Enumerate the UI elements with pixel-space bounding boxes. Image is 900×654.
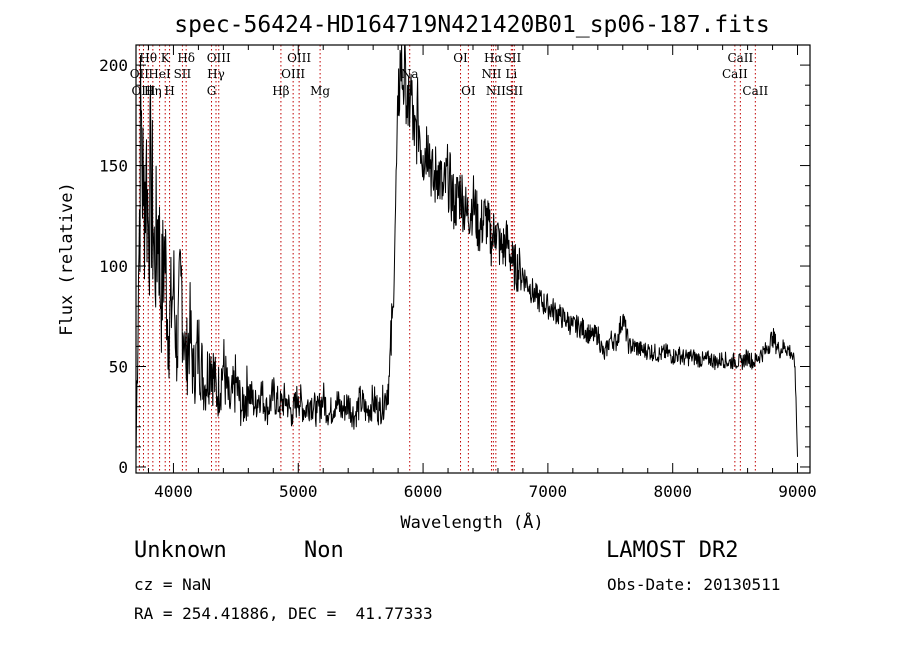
- spectral-line-markers: [138, 45, 756, 473]
- spectral-line-label: HeI: [148, 67, 171, 81]
- spectral-line-label: Hδ: [177, 51, 195, 65]
- x-tick-label: 8000: [653, 482, 692, 501]
- spectral-line-label: CaII: [722, 67, 748, 81]
- spectral-line-label: G: [207, 84, 217, 98]
- spectral-line-label: CaII: [742, 84, 768, 98]
- observation-date: Obs-Date: 20130511: [607, 575, 781, 594]
- spectral-line-label: NII: [481, 67, 501, 81]
- y-tick-label: 0: [118, 458, 128, 477]
- spectral-line-label: OI: [461, 84, 476, 98]
- x-tick-label: 4000: [154, 482, 193, 501]
- object-class: Unknown: [134, 538, 227, 563]
- y-tick-label: 100: [99, 257, 128, 276]
- spectral-line-label: Li: [505, 67, 517, 81]
- spectral-line-label: SII: [504, 51, 522, 65]
- plot-frame: [135, 44, 811, 474]
- spectrum-line: [135, 44, 798, 457]
- redshift-readout: cz = NaN: [134, 575, 212, 594]
- spectral-line-label: OIII: [281, 67, 305, 81]
- spectral-line-label: OIII: [287, 51, 311, 65]
- y-tick-label: 50: [109, 358, 128, 377]
- spectrum-series: [135, 44, 798, 457]
- spectral-line-label: OII: [130, 67, 150, 81]
- x-tick-label: 9000: [778, 482, 817, 501]
- x-tick-label: 7000: [529, 482, 568, 501]
- y-tick-label: 150: [99, 157, 128, 176]
- spectral-line-label: Hγ: [207, 67, 225, 81]
- spectral-line-labels: OIIHθOIIIHηHeIKHSIIHδGHγOIIIHβOIIIOIIIMg…: [130, 51, 769, 98]
- spectral-line-label: Na: [401, 67, 419, 81]
- spectral-line-label: Hθ: [139, 51, 157, 65]
- y-axis-title: Flux (relative): [57, 182, 77, 336]
- spectral-line-label: Mg: [310, 84, 330, 98]
- survey-name: LAMOST DR2: [606, 538, 739, 563]
- spectral-line-label: Hα: [484, 51, 503, 65]
- spectral-line-label: OIII: [131, 84, 155, 98]
- object-subclass: Non: [304, 538, 344, 563]
- spectral-line-label: Hη: [144, 84, 162, 98]
- chart-title: spec-56424-HD164719N421420B01_sp06-187.f…: [174, 12, 769, 38]
- spectral-line-label: OI: [453, 51, 468, 65]
- x-axis-title: Wavelength (Å): [400, 511, 543, 533]
- spectral-line-label: SII: [505, 84, 523, 98]
- x-tick-label: 6000: [404, 482, 443, 501]
- spectral-line-label: SII: [174, 67, 192, 81]
- spectral-line-label: NII: [486, 84, 506, 98]
- spectral-line-label: CaII: [727, 51, 753, 65]
- spectral-line-label: Hβ: [272, 84, 289, 98]
- x-tick-label: 5000: [279, 482, 318, 501]
- y-tick-label: 200: [99, 56, 128, 75]
- axes: 4000 5000 6000 7000 8000 9000 0 50 100 150 200: [99, 45, 817, 501]
- coordinates-readout: RA = 254.41886, DEC = 41.77333: [134, 604, 433, 623]
- spectral-line-label: H: [164, 84, 174, 98]
- spectral-line-label: K: [161, 51, 171, 65]
- spectral-line-label: OIII: [207, 51, 231, 65]
